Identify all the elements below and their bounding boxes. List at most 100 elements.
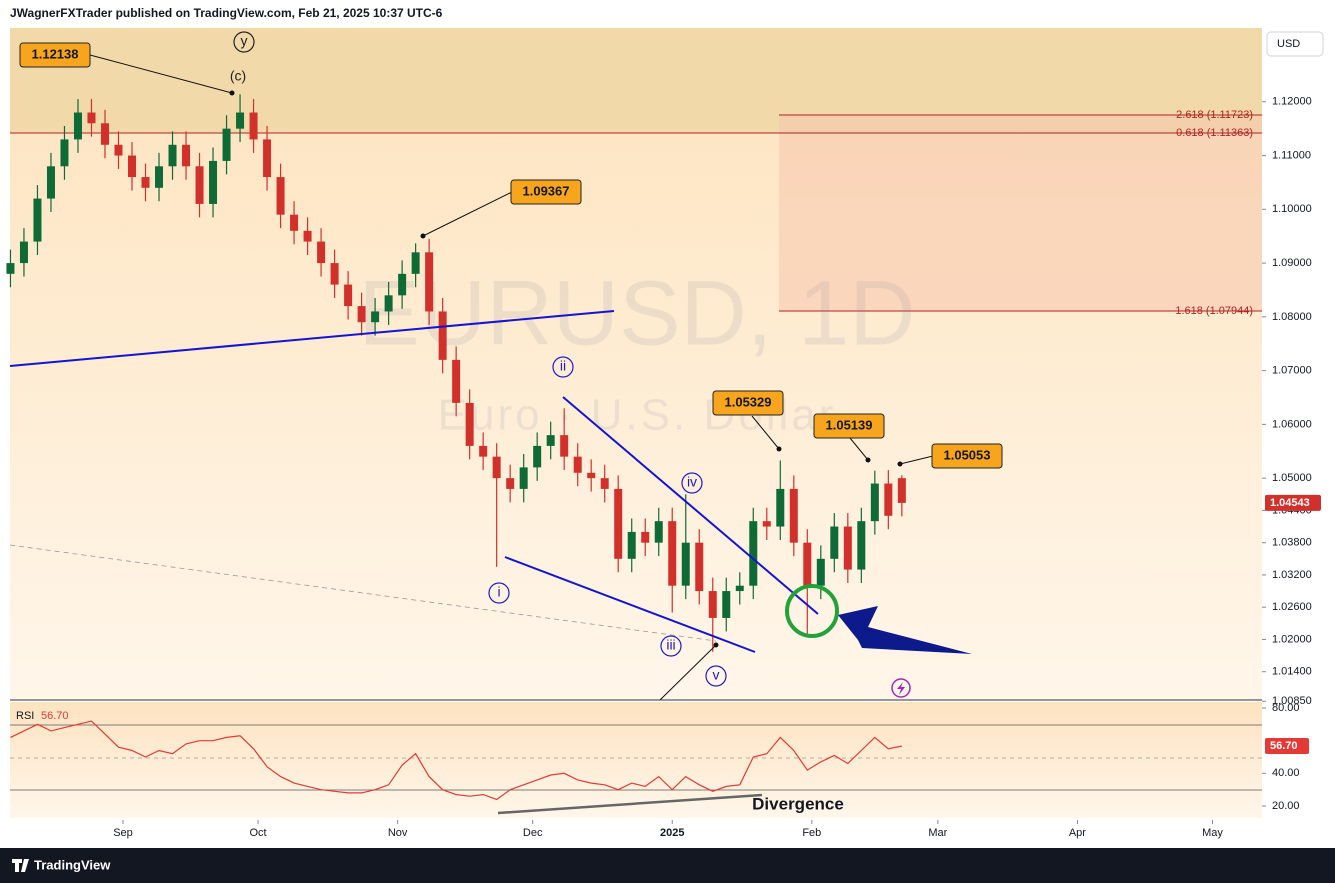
- wave-label-circle: [233, 31, 255, 53]
- x-tick-label: May: [1202, 827, 1223, 839]
- candle-body: [816, 558, 825, 586]
- wave-label: iii: [666, 637, 675, 653]
- candle-body: [749, 521, 758, 586]
- leader-line: [751, 415, 780, 450]
- wedge-line: [562, 396, 819, 615]
- price-callout: [19, 42, 91, 68]
- candle-body: [263, 139, 272, 178]
- fib-zone: [779, 115, 1262, 311]
- candle-body: [100, 123, 109, 145]
- leader-line: [849, 437, 869, 461]
- x-tick-label: 2025: [660, 827, 684, 839]
- rsi-tick-label: 40.00: [1272, 767, 1300, 779]
- candle-body: [843, 526, 852, 570]
- currency-button[interactable]: [1266, 31, 1324, 57]
- wave-label-circle: [660, 635, 682, 657]
- wave-label: i: [497, 584, 500, 600]
- candle-body: [276, 177, 285, 215]
- candle-body: [330, 263, 339, 285]
- candle-body: [897, 478, 906, 503]
- candle-body: [506, 478, 515, 489]
- candle-body: [776, 488, 785, 527]
- fib-label: 0.618 (1.11363): [1176, 127, 1253, 139]
- wave-label: iv: [687, 474, 697, 490]
- x-tick-label: Sep: [113, 827, 133, 839]
- price-callout: [510, 179, 582, 205]
- dashed-line: [9, 544, 717, 642]
- candle-body: [587, 472, 596, 479]
- candle-body: [830, 526, 839, 559]
- currency-button-label[interactable]: USD: [1277, 38, 1300, 50]
- candle-body: [384, 295, 393, 312]
- y-tick-label: 1.12000: [1272, 96, 1312, 108]
- leader-line: [422, 191, 513, 237]
- wave-label: (c): [230, 68, 246, 84]
- drawings: [9, 54, 972, 815]
- candle-body: [857, 521, 866, 570]
- x-tick-label: Apr: [1069, 827, 1086, 839]
- y-tick-label: 1.07000: [1272, 365, 1312, 377]
- candle-body: [411, 252, 420, 274]
- candle-body: [209, 160, 218, 204]
- y-tick-label: 1.00850: [1272, 695, 1312, 707]
- marks-layer: [6, 94, 906, 801]
- x-tick-label: Mar: [928, 827, 947, 839]
- price-callout: [931, 443, 1003, 469]
- candle-body: [695, 542, 704, 592]
- candle-body: [249, 112, 258, 140]
- rsi-tick-label: 80.00: [1272, 702, 1300, 714]
- wave-label-circle: [681, 472, 703, 494]
- event-icon: [891, 678, 911, 698]
- divergence-label: Divergence: [752, 794, 844, 813]
- anchor-dot: [776, 446, 782, 452]
- candle-body: [438, 311, 447, 360]
- candle-body: [492, 456, 501, 479]
- candle-body: [182, 144, 191, 167]
- candle-body: [479, 445, 488, 457]
- candle-body: [546, 435, 555, 446]
- candle-body: [722, 591, 731, 618]
- candle-body: [46, 166, 55, 199]
- wave-label: v: [713, 667, 720, 683]
- candle-body: [87, 112, 96, 124]
- candle-body: [519, 467, 528, 489]
- candle-body: [114, 144, 123, 156]
- anchor-dot: [420, 233, 426, 239]
- fib-label: 1.618 (1.07944): [1175, 305, 1253, 317]
- candle-body: [128, 155, 137, 178]
- leader-line: [89, 54, 233, 94]
- y-tick-label: 1.06000: [1272, 418, 1312, 430]
- candle-body: [627, 531, 636, 559]
- candle-body: [533, 445, 542, 468]
- leader-line: [659, 644, 717, 701]
- price-callout-label: 1.05053: [944, 447, 991, 462]
- x-tick-label: Oct: [249, 827, 266, 839]
- candle-body: [600, 478, 609, 489]
- x-tick-label: Feb: [802, 827, 821, 839]
- fib-label: 2.618 (1.11723): [1176, 109, 1253, 121]
- wave-label-circle: [552, 356, 574, 378]
- candle-body: [789, 488, 798, 543]
- candle-body: [708, 591, 717, 618]
- y-tick-label: 1.05000: [1272, 472, 1312, 484]
- last-price-label: 1.04543: [1270, 497, 1310, 509]
- anchor-dot: [229, 90, 235, 96]
- candle-body: [762, 521, 771, 527]
- anchor-dot: [897, 461, 903, 467]
- price-callout-label: 1.12138: [32, 46, 79, 61]
- event-icon-bolt: [897, 682, 905, 695]
- candle-body: [303, 230, 312, 242]
- candle-body: [317, 241, 326, 264]
- candle-body: [735, 585, 744, 592]
- rsi-line: [10, 720, 902, 801]
- candle-body: [357, 306, 366, 323]
- y-tick-label: 1.09000: [1272, 257, 1312, 269]
- candle-body: [371, 311, 380, 323]
- rsi-tick-label: 20.00: [1272, 800, 1300, 812]
- rsi-value-tag: [1265, 738, 1309, 755]
- candle-body: [668, 521, 677, 586]
- candle-body: [236, 112, 245, 129]
- x-tick-label: Dec: [523, 827, 543, 839]
- footer-logo: [12, 859, 29, 872]
